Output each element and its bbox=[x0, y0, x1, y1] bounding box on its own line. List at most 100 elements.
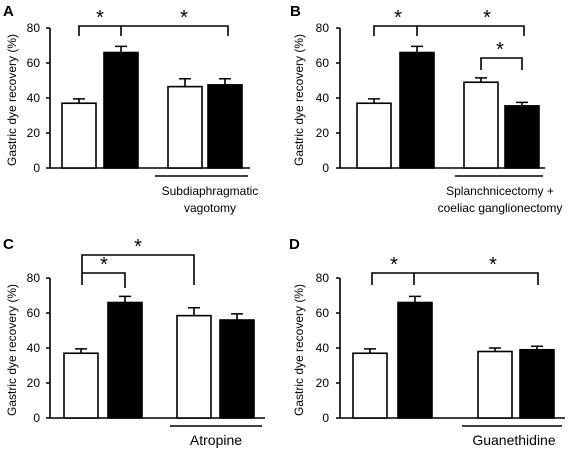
panel-b-bracket-inner bbox=[480, 57, 523, 70]
panel-a-ytick-60: 60 bbox=[27, 56, 41, 70]
panel-c-significance-brackets bbox=[81, 254, 262, 427]
panel-d-ytick-20: 20 bbox=[316, 376, 330, 390]
panel-b-ylabel: Gastric dye recovery (%) bbox=[292, 34, 306, 166]
panel-c-ytick-80: 80 bbox=[27, 271, 41, 285]
panel-a-ytick-20: 20 bbox=[27, 126, 41, 140]
panel-d-yticks: 0 20 40 60 80 bbox=[316, 271, 330, 425]
panel-c-tick-marks bbox=[46, 277, 50, 419]
panel-d-bar-4 bbox=[519, 348, 555, 419]
panel-b: B Gastric dye recovery (%) 0 20 40 60 80 bbox=[290, 3, 562, 215]
panel-d-bar-1 bbox=[352, 352, 388, 419]
panel-a-bracket bbox=[78, 25, 229, 36]
panel-c-yticks: 0 20 40 60 80 bbox=[27, 271, 41, 425]
panel-b-bars bbox=[356, 45, 540, 169]
panel-d-error-bar-4 bbox=[531, 345, 543, 350]
panel-b-ytick-20: 20 bbox=[316, 126, 330, 140]
panel-b-bar-2 bbox=[399, 51, 435, 169]
panel-c-ytick-40: 40 bbox=[27, 341, 41, 355]
panel-d-bars bbox=[352, 295, 555, 419]
panel-c-bar-3 bbox=[176, 314, 212, 419]
panel-b-error-bar-2 bbox=[411, 45, 423, 53]
panel-c-star-1: * bbox=[100, 254, 108, 276]
panel-a-tick-marks bbox=[46, 27, 50, 169]
panel-c-ytick-20: 20 bbox=[27, 376, 41, 390]
panel-b-label: B bbox=[290, 3, 301, 20]
panel-c-error-bar-1 bbox=[75, 348, 87, 354]
panel-a-error-bar-1 bbox=[73, 98, 85, 104]
panel-d-star-1: * bbox=[390, 254, 398, 276]
panel-b-bracket-main bbox=[373, 25, 525, 36]
panel-d-ytick-60: 60 bbox=[316, 306, 330, 320]
panel-d-ytick-0: 0 bbox=[322, 411, 329, 425]
panel-a-bar-2 bbox=[103, 51, 139, 169]
panel-b-ytick-0: 0 bbox=[322, 161, 329, 175]
panel-b-bar-4 bbox=[504, 105, 540, 169]
panel-c-error-bar-2 bbox=[119, 295, 131, 303]
panel-a-ytick-80: 80 bbox=[27, 21, 41, 35]
panel-c-bars bbox=[63, 295, 255, 419]
panel-b-ytick-80: 80 bbox=[316, 21, 330, 35]
panel-b-tick-marks bbox=[336, 27, 340, 169]
panel-b-star-2: * bbox=[483, 7, 491, 29]
panel-d-significance-brackets bbox=[371, 272, 562, 427]
panel-a-label: A bbox=[3, 3, 14, 20]
panel-a-error-bar-4 bbox=[219, 77, 231, 85]
panel-d-error-bar-2 bbox=[409, 295, 421, 303]
panel-c-error-bar-4 bbox=[231, 313, 243, 320]
panel-c-label: C bbox=[3, 236, 14, 253]
panel-a-ylabel: Gastric dye recovery (%) bbox=[5, 34, 19, 166]
panel-d-error-bar-3 bbox=[489, 347, 501, 352]
panel-c-ylabel: Gastric dye recovery (%) bbox=[5, 284, 19, 416]
panel-d-error-bar-1 bbox=[364, 348, 376, 354]
panel-d-ytick-40: 40 bbox=[316, 341, 330, 355]
panel-c-bracket-inner bbox=[82, 272, 126, 288]
panel-d-bar-3 bbox=[477, 350, 513, 419]
panel-a-star-1: * bbox=[96, 7, 104, 29]
panel-a-error-bar-2 bbox=[115, 45, 127, 53]
panel-b-star-1: * bbox=[394, 7, 402, 29]
panel-b-ytick-60: 60 bbox=[316, 56, 330, 70]
panel-a-bar-3 bbox=[167, 85, 203, 169]
panel-a-error-bar-3 bbox=[179, 77, 191, 87]
panel-d-label: D bbox=[289, 236, 300, 253]
panel-a-bar-4 bbox=[207, 84, 243, 169]
panel-b-significance-brackets bbox=[373, 25, 543, 177]
panel-d-star-2: * bbox=[489, 254, 497, 276]
panel-c-group-label: Atropine bbox=[190, 432, 242, 448]
panel-a: A Gastric dye recovery (%) 0 20 40 60 80 bbox=[3, 3, 258, 215]
panel-c-bar-1 bbox=[63, 352, 99, 419]
panel-a-bars bbox=[61, 45, 243, 169]
panel-d-tick-marks bbox=[336, 277, 340, 419]
panel-b-ytick-40: 40 bbox=[316, 91, 330, 105]
panel-a-group-label-2: vagotomy bbox=[184, 201, 236, 215]
panel-c-bracket-outer bbox=[81, 254, 195, 285]
panel-a-significance-brackets bbox=[78, 25, 248, 177]
panel-d-bar-2 bbox=[397, 301, 433, 419]
panel-b-group-label-2: coeliac ganglionectomy bbox=[438, 201, 563, 215]
panel-b-error-bar-4 bbox=[516, 101, 528, 106]
panel-d-ytick-80: 80 bbox=[316, 271, 330, 285]
panel-c: C Gastric dye recovery (%) 0 20 40 60 80 bbox=[3, 236, 265, 448]
panel-b-error-bar-1 bbox=[368, 98, 380, 104]
panel-a-ytick-0: 0 bbox=[33, 161, 40, 175]
panel-a-ytick-40: 40 bbox=[27, 91, 41, 105]
panel-d-group-label: Guanethidine bbox=[472, 432, 556, 448]
panel-c-ytick-60: 60 bbox=[27, 306, 41, 320]
panel-c-error-bar-3 bbox=[188, 306, 200, 316]
panel-b-yticks: 0 20 40 60 80 bbox=[316, 21, 330, 175]
panel-a-yticks: 0 20 40 60 80 bbox=[27, 21, 41, 175]
panel-c-star-2: * bbox=[134, 236, 142, 258]
panel-d: D Gastric dye recovery (%) 0 20 40 60 80 bbox=[289, 236, 565, 448]
panel-b-bar-1 bbox=[356, 102, 392, 169]
panel-c-bar-4 bbox=[219, 319, 255, 419]
panel-b-group-label-1: Splanchnicectomy + bbox=[446, 184, 554, 198]
panel-a-star-2: * bbox=[180, 7, 188, 29]
panel-b-bar-3 bbox=[463, 81, 499, 169]
panel-a-bar-1 bbox=[61, 102, 97, 169]
panel-d-bracket bbox=[371, 272, 539, 285]
panel-b-error-bar-3 bbox=[475, 77, 487, 83]
panel-d-ylabel: Gastric dye recovery (%) bbox=[292, 284, 306, 416]
panel-c-ytick-0: 0 bbox=[33, 411, 40, 425]
panel-c-bar-2 bbox=[107, 301, 143, 419]
